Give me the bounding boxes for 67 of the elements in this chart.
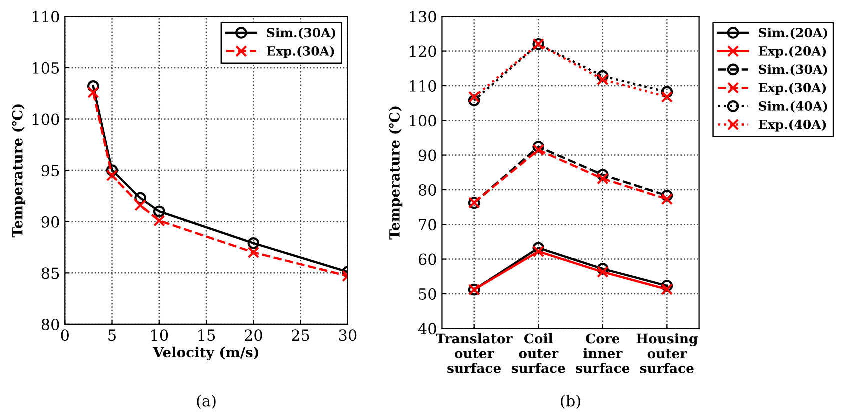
legend-label: Exp.(40A)	[758, 120, 826, 132]
legend-label: Exp.(30A)	[267, 46, 334, 58]
text: (a)	[197, 394, 216, 409]
y-tick-label: 130	[410, 11, 436, 23]
point	[596, 74, 609, 86]
point	[88, 86, 100, 98]
y-tick-label: 95	[42, 165, 60, 177]
legend-label: Sim.(30A)	[759, 64, 828, 76]
x-tick-label: Translator outer surface	[436, 334, 513, 374]
y-axis-title: Temperature (℃)	[12, 104, 26, 238]
point	[88, 80, 100, 92]
y-tick-label: 90	[418, 150, 436, 162]
point	[106, 164, 118, 176]
x-tick-label: 15	[198, 330, 216, 342]
x-tick-label: 0	[61, 330, 69, 342]
y-tick-label: 80	[42, 318, 60, 330]
point	[661, 284, 674, 296]
text: (b)	[561, 394, 580, 409]
point	[596, 266, 609, 278]
point	[661, 190, 674, 202]
x-tick-label: 10	[152, 330, 168, 342]
point	[468, 94, 480, 106]
x-tick-label: 20	[244, 330, 262, 342]
x-tick-label: 25	[292, 330, 310, 342]
point	[661, 86, 674, 98]
point	[468, 91, 480, 103]
point	[596, 263, 609, 275]
legend-label: Sim.(30A)	[267, 28, 336, 40]
y-tick-label: 120	[410, 46, 436, 58]
legend-label: Exp.(20A)	[758, 46, 826, 58]
point	[596, 169, 609, 181]
y-tick-label: 110	[32, 11, 60, 23]
point	[661, 193, 674, 206]
point	[532, 144, 545, 156]
point	[134, 200, 146, 212]
y-tick-label: 80	[418, 184, 436, 196]
y-tick-label: 85	[42, 268, 60, 280]
point	[532, 141, 545, 153]
x-tick-label: Core inner surface	[576, 334, 630, 374]
point	[661, 280, 674, 292]
y-tick-label: 100	[410, 115, 436, 127]
y-tick-label: 70	[419, 219, 436, 231]
x-tick-label: Coil outer surface	[512, 334, 566, 374]
point	[661, 91, 674, 103]
x-tick-label: 5	[108, 330, 116, 342]
point	[532, 242, 545, 254]
y-tick-label: 40	[418, 323, 436, 335]
y-tick-label: 50	[419, 288, 436, 300]
point	[153, 214, 166, 227]
y-tick-label: 100	[32, 114, 60, 126]
x-tick-label: Housing outer surface	[636, 334, 698, 374]
point	[532, 246, 545, 258]
y-tick-label: 110	[410, 80, 436, 92]
y-tick-label: 60	[418, 254, 436, 266]
point	[106, 170, 118, 182]
y-tick-label: 90	[42, 216, 60, 228]
x-tick-label: 30	[339, 330, 357, 342]
legend-label: Sim.(20A)	[759, 28, 828, 40]
point	[153, 206, 166, 218]
legend-label: Sim.(40A)	[759, 101, 828, 113]
y-tick-label: 105	[32, 62, 60, 74]
y-axis-title: Temperature (℃)	[389, 106, 403, 240]
x-axis-title: Velocity (m/s)	[153, 346, 259, 361]
point	[134, 192, 146, 204]
point	[596, 70, 609, 82]
legend-label: Exp.(30A)	[758, 82, 826, 96]
point	[596, 172, 609, 185]
